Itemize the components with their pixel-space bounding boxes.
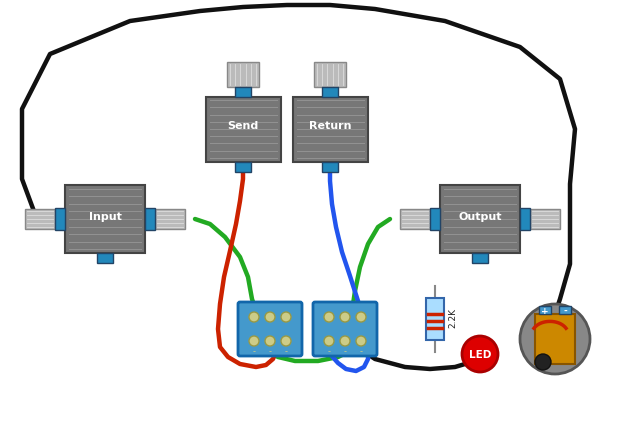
Circle shape — [249, 312, 259, 322]
Text: -: - — [269, 347, 271, 356]
Circle shape — [356, 336, 366, 346]
Bar — [322, 87, 338, 97]
Bar — [314, 62, 346, 87]
Text: -: - — [360, 347, 362, 356]
Bar — [400, 209, 430, 230]
Bar — [55, 209, 65, 230]
Circle shape — [265, 312, 275, 322]
Bar — [472, 253, 488, 264]
Circle shape — [356, 312, 366, 322]
Circle shape — [249, 336, 259, 346]
Bar — [539, 306, 551, 314]
Circle shape — [535, 354, 551, 370]
Text: Return: Return — [308, 121, 351, 131]
Text: -: - — [563, 306, 567, 315]
Bar — [530, 209, 560, 230]
Text: -: - — [253, 347, 255, 356]
Bar — [426, 298, 444, 340]
Circle shape — [462, 336, 498, 372]
Bar — [235, 87, 251, 97]
Bar — [520, 209, 530, 230]
Circle shape — [265, 336, 275, 346]
Text: 2.2K: 2.2K — [448, 307, 457, 327]
Bar — [155, 209, 185, 230]
Circle shape — [324, 312, 334, 322]
Bar — [145, 209, 155, 230]
Bar — [235, 162, 251, 172]
Text: Input: Input — [88, 212, 122, 221]
Bar — [205, 97, 280, 162]
Bar — [440, 186, 520, 253]
Bar — [430, 209, 440, 230]
Circle shape — [340, 312, 350, 322]
Text: Send: Send — [227, 121, 259, 131]
Bar — [292, 97, 367, 162]
Bar — [322, 162, 338, 172]
Circle shape — [281, 336, 291, 346]
Bar — [535, 314, 575, 364]
Bar — [227, 62, 259, 87]
Bar — [65, 186, 145, 253]
Circle shape — [340, 336, 350, 346]
Bar — [97, 253, 113, 264]
Circle shape — [281, 312, 291, 322]
Text: +: + — [541, 306, 549, 315]
Bar — [25, 209, 55, 230]
Bar — [559, 306, 571, 314]
Text: -: - — [328, 347, 330, 356]
Text: -: - — [344, 347, 346, 356]
Text: LED: LED — [469, 349, 491, 359]
FancyBboxPatch shape — [238, 302, 302, 356]
Text: -: - — [285, 347, 287, 356]
FancyBboxPatch shape — [313, 302, 377, 356]
Circle shape — [324, 336, 334, 346]
Circle shape — [520, 304, 590, 374]
Text: Output: Output — [458, 212, 502, 221]
